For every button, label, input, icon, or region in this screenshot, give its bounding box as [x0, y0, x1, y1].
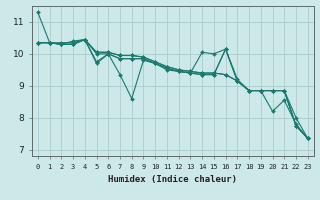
X-axis label: Humidex (Indice chaleur): Humidex (Indice chaleur)	[108, 175, 237, 184]
